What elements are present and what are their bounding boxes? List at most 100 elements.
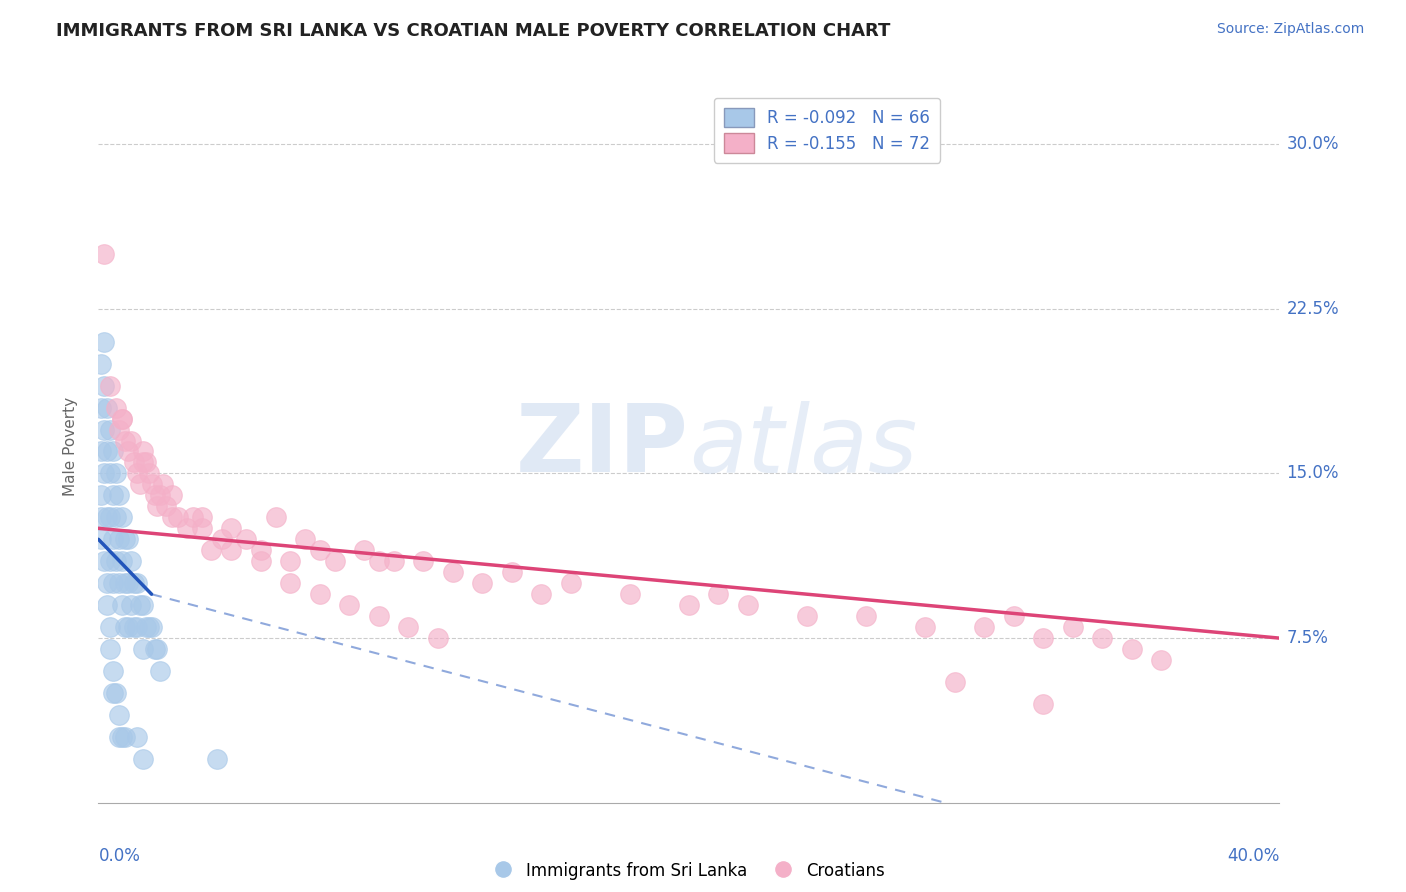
Point — [98, 510, 121, 524]
Point — [103, 488, 125, 502]
Point — [162, 510, 183, 524]
Text: 30.0%: 30.0% — [1286, 135, 1339, 153]
Point — [135, 620, 157, 634]
Point — [111, 411, 134, 425]
Point — [323, 554, 346, 568]
Point — [122, 620, 145, 634]
Point — [132, 642, 155, 657]
Point — [98, 467, 121, 481]
Point — [250, 554, 273, 568]
Point — [90, 357, 112, 371]
Point — [98, 378, 121, 392]
Point — [141, 620, 163, 634]
Y-axis label: Male Poverty: Male Poverty — [63, 396, 77, 496]
Point — [368, 609, 391, 624]
Point — [353, 543, 375, 558]
Point — [382, 554, 405, 568]
Point — [96, 444, 118, 458]
Point — [143, 488, 166, 502]
Point — [143, 642, 166, 657]
Point — [111, 598, 134, 612]
Point — [93, 247, 115, 261]
Point — [396, 620, 419, 634]
Point — [111, 411, 134, 425]
Point — [108, 576, 131, 591]
Point — [108, 423, 131, 437]
Point — [294, 533, 316, 547]
Point — [103, 444, 125, 458]
Point — [132, 455, 155, 469]
Point — [309, 587, 332, 601]
Point — [90, 533, 112, 547]
Point — [114, 576, 136, 591]
Point — [114, 434, 136, 448]
Point — [707, 587, 730, 601]
Point — [149, 488, 172, 502]
Point — [943, 675, 966, 690]
Point — [122, 455, 145, 469]
Point — [105, 686, 128, 700]
Point — [125, 620, 148, 634]
Point — [211, 533, 233, 547]
Point — [108, 533, 131, 547]
Point — [181, 510, 204, 524]
Point — [117, 576, 139, 591]
Point — [191, 521, 214, 535]
Point — [560, 576, 582, 591]
Point — [138, 467, 160, 481]
Point — [93, 467, 115, 481]
Point — [90, 401, 112, 415]
Point — [1032, 631, 1054, 645]
Point — [141, 477, 163, 491]
Point — [219, 521, 242, 535]
Point — [98, 423, 121, 437]
Point — [619, 587, 641, 601]
Point — [111, 554, 134, 568]
Point — [96, 510, 118, 524]
Point — [103, 664, 125, 678]
Point — [162, 488, 183, 502]
Point — [96, 598, 118, 612]
Point — [93, 554, 115, 568]
Point — [1062, 620, 1084, 634]
Text: 22.5%: 22.5% — [1286, 300, 1339, 318]
Point — [93, 423, 115, 437]
Text: atlas: atlas — [689, 401, 917, 491]
Point — [337, 598, 360, 612]
Point — [1032, 697, 1054, 711]
Point — [250, 543, 273, 558]
Point — [471, 576, 494, 591]
Point — [1150, 653, 1173, 667]
Point — [125, 576, 148, 591]
Point — [167, 510, 190, 524]
Point — [132, 444, 155, 458]
Point — [1091, 631, 1114, 645]
Point — [368, 554, 391, 568]
Point — [973, 620, 995, 634]
Point — [108, 488, 131, 502]
Point — [111, 730, 134, 744]
Point — [117, 620, 139, 634]
Point — [98, 554, 121, 568]
Point — [108, 708, 131, 723]
Point — [855, 609, 877, 624]
Point — [146, 642, 169, 657]
Point — [412, 554, 434, 568]
Point — [117, 444, 139, 458]
Point — [114, 620, 136, 634]
Point — [103, 576, 125, 591]
Point — [530, 587, 553, 601]
Point — [176, 521, 198, 535]
Point — [155, 500, 177, 514]
Point — [235, 533, 257, 547]
Point — [128, 598, 150, 612]
Point — [132, 752, 155, 766]
Point — [90, 444, 112, 458]
Point — [219, 543, 242, 558]
Point — [98, 620, 121, 634]
Point — [125, 730, 148, 744]
Text: 0.0%: 0.0% — [98, 847, 141, 865]
Point — [278, 554, 302, 568]
Point — [205, 752, 228, 766]
Point — [149, 664, 172, 678]
